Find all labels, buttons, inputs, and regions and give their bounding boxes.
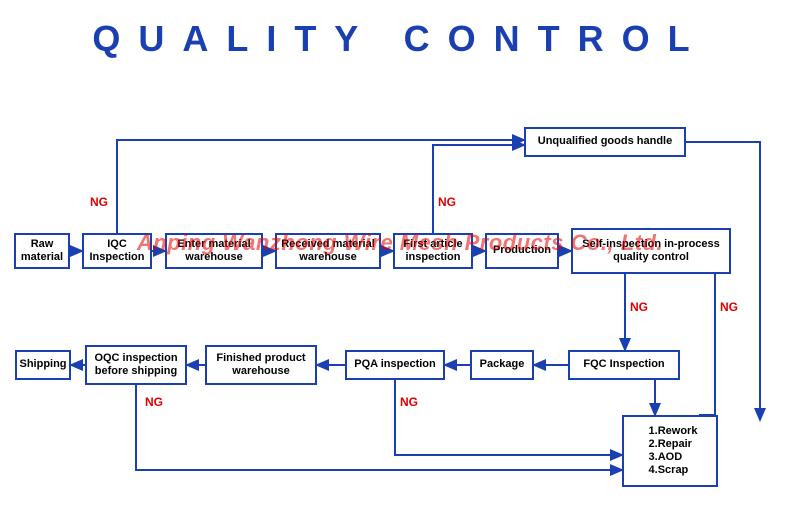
ng-label-1: NG [438, 195, 456, 209]
flow-node-unq: Unqualified goods handle [524, 127, 686, 157]
ng-label-2: NG [630, 300, 648, 314]
flow-node-raw: Raw material [14, 233, 70, 269]
edge-unq-break [686, 142, 760, 420]
ng-label-3: NG [720, 300, 738, 314]
flow-node-actions: 1.Rework2.Repair3.AOD4.Scrap [622, 415, 718, 487]
flow-node-prod: Production [485, 233, 559, 269]
flow-node-pkg: Package [470, 350, 534, 380]
flow-node-recv: Received material warehouse [275, 233, 381, 269]
flow-node-self: Self-inspection in-process quality contr… [571, 228, 731, 274]
flow-node-pqa: PQA inspection [345, 350, 445, 380]
flow-node-fpw: Finished product warehouse [205, 345, 317, 385]
edge-fai-unq [433, 145, 524, 233]
flow-node-fai: First article inspection [393, 233, 473, 269]
flow-node-oqc: OQC inspection before shipping [85, 345, 187, 385]
edge-self-actions [700, 274, 715, 430]
ng-label-0: NG [90, 195, 108, 209]
flow-node-fqc: FQC Inspection [568, 350, 680, 380]
flow-node-ship: Shipping [15, 350, 71, 380]
ng-label-5: NG [145, 395, 163, 409]
ng-label-4: NG [400, 395, 418, 409]
flow-node-enter: Enter material warehouse [165, 233, 263, 269]
edge-pqa-actions [395, 380, 622, 455]
edge-oqc-actions [136, 385, 622, 470]
flow-node-iqc: IQC Inspection [82, 233, 152, 269]
edge-iqc-unq [117, 140, 524, 233]
